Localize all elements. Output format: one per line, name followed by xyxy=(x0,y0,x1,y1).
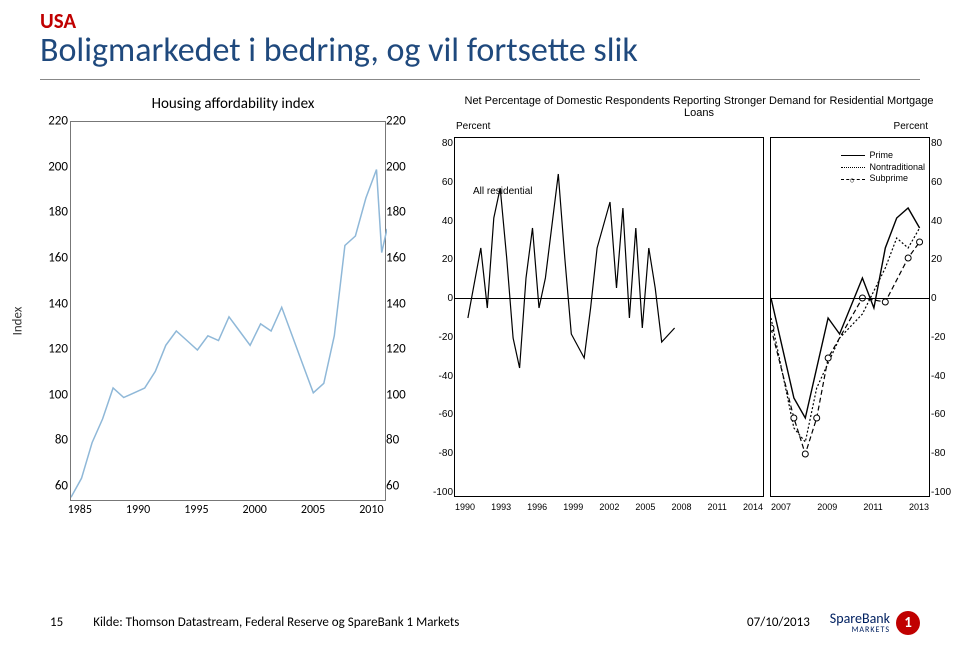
y-ticks-left: 2202001801601401201008060 xyxy=(42,121,68,501)
x-ticks: 198519901995200020052010 xyxy=(70,503,386,517)
zero-line-r xyxy=(771,298,929,299)
logo-circle-icon: 1 xyxy=(896,611,920,635)
legend-nontrad: Nontraditional xyxy=(841,162,925,174)
fed-left-sub: Percent 806040200-20-40-60-80-100 All re… xyxy=(454,123,764,497)
logo: SpareBank MARKETS 1 xyxy=(830,610,920,635)
fed-right-sub: Percent 806040200-20-40-60-80-100 Prime … xyxy=(770,123,930,497)
zero-line-l xyxy=(455,298,763,299)
footer-date: 07/10/2013 xyxy=(747,615,810,630)
fed-yticks-left: 806040200-20-40-60-80-100 xyxy=(433,138,453,498)
fed-charts-row: Percent 806040200-20-40-60-80-100 All re… xyxy=(454,123,944,497)
content-row: Housing affordability index Index 220200… xyxy=(0,95,960,521)
page-title: Boligmarkedet i bedring, og vil fortsett… xyxy=(40,30,960,71)
subprime-line xyxy=(771,242,920,454)
fed-right-xticks: 2007200920112013 xyxy=(771,502,929,512)
legend-subprime: ○Subprime xyxy=(841,173,925,185)
header: USA Boligmarkedet i bedring, og vil fort… xyxy=(0,0,960,71)
all-residential-label: All residential xyxy=(473,186,532,197)
logo-text-block: SpareBank MARKETS xyxy=(830,610,890,635)
prime-line xyxy=(771,208,920,418)
fed-legend: Prime Nontraditional ○Subprime xyxy=(841,150,925,185)
percent-label-r: Percent xyxy=(894,121,928,132)
left-plot xyxy=(70,121,386,501)
footer-source: Kilde: Thomson Datastream, Federal Reser… xyxy=(93,615,747,630)
fed-yticks-right: 806040200-20-40-60-80-100 xyxy=(931,138,951,498)
left-chart-title: Housing affordability index xyxy=(18,95,448,113)
affordability-line xyxy=(71,170,387,498)
legend-prime: Prime xyxy=(841,150,925,162)
y-axis-label: Index xyxy=(11,307,26,336)
fed-right-plot: 806040200-20-40-60-80-100 Prime Nontradi… xyxy=(770,137,930,497)
left-chart-area: Index 2202001801601401201008060 22020018… xyxy=(32,121,432,521)
left-line-svg xyxy=(71,122,387,502)
percent-label-l: Percent xyxy=(456,121,490,132)
right-chart-panel: Net Percentage of Domestic Respondents R… xyxy=(454,95,944,521)
fed-left-plot: 806040200-20-40-60-80-100 All residentia… xyxy=(454,137,764,497)
fed-right-svg xyxy=(771,138,931,498)
nontraditional-line xyxy=(771,228,920,442)
page-number: 15 xyxy=(50,615,63,630)
left-chart-panel: Housing affordability index Index 220200… xyxy=(18,95,448,521)
footer: 15 Kilde: Thomson Datastream, Federal Re… xyxy=(0,610,960,635)
all-residential-line xyxy=(468,174,675,368)
fed-left-xticks: 199019931996199920022005200820112014 xyxy=(455,502,763,512)
y-ticks-right: 2202001801601401201008060 xyxy=(386,121,412,501)
fed-chart-title: Net Percentage of Domestic Respondents R… xyxy=(454,95,944,119)
title-underline xyxy=(40,79,920,80)
